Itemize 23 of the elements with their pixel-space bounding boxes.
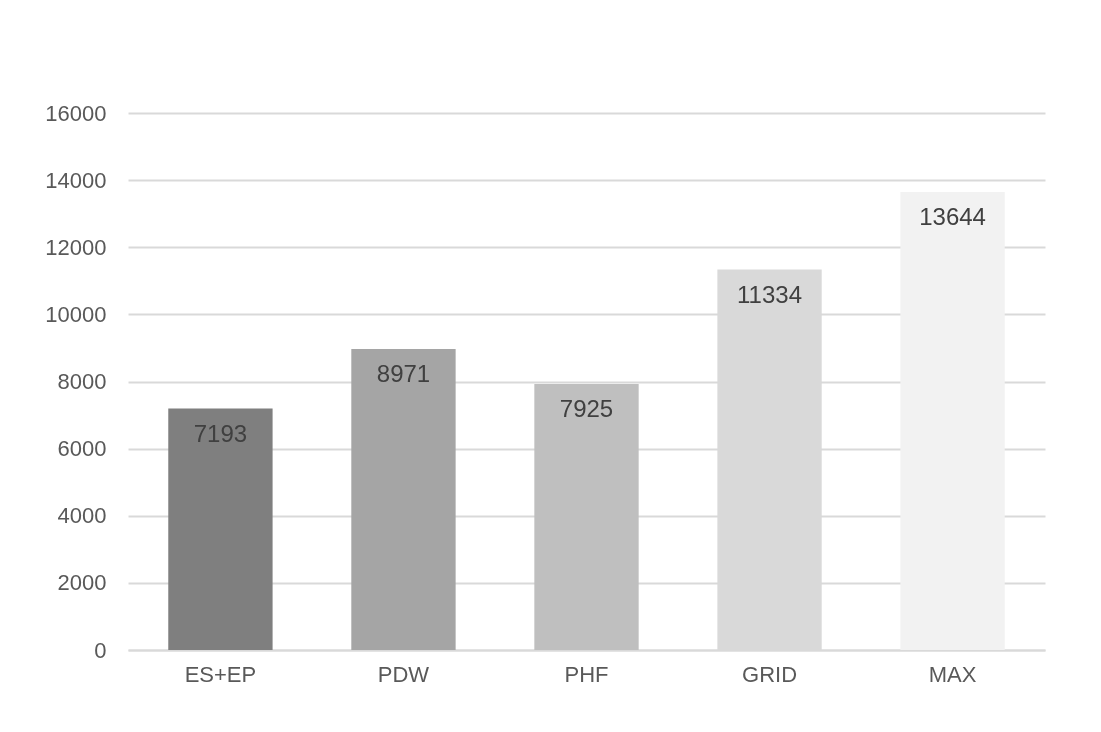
y-tick-label: 2000 [57, 570, 107, 596]
data-label: 13644 [919, 203, 986, 231]
y-tick-label: 12000 [45, 234, 107, 260]
y-tick-label: 10000 [45, 301, 107, 327]
y-tick-label: 4000 [57, 503, 107, 529]
y-tick-label: 8000 [57, 369, 107, 394]
x-tick-label: PHF [564, 661, 609, 687]
data-label: 11334 [737, 280, 803, 308]
x-tick-label: ES+EP [184, 661, 257, 687]
bar [900, 192, 1005, 650]
y-tick-label: 14000 [45, 167, 107, 193]
bar [351, 348, 456, 650]
bar [168, 408, 273, 650]
data-label: 7193 [193, 419, 248, 447]
x-tick-label: GRID [742, 661, 798, 687]
data-label: 8971 [376, 359, 431, 387]
y-tick-label: 16000 [45, 100, 107, 126]
y-tick-label: 6000 [57, 436, 107, 462]
y-tick-label: 0 [94, 637, 107, 663]
data-label: 7925 [559, 395, 614, 423]
bar [534, 384, 639, 650]
x-tick-label: PDW [377, 661, 430, 687]
x-tick-label: MAX [928, 661, 977, 687]
